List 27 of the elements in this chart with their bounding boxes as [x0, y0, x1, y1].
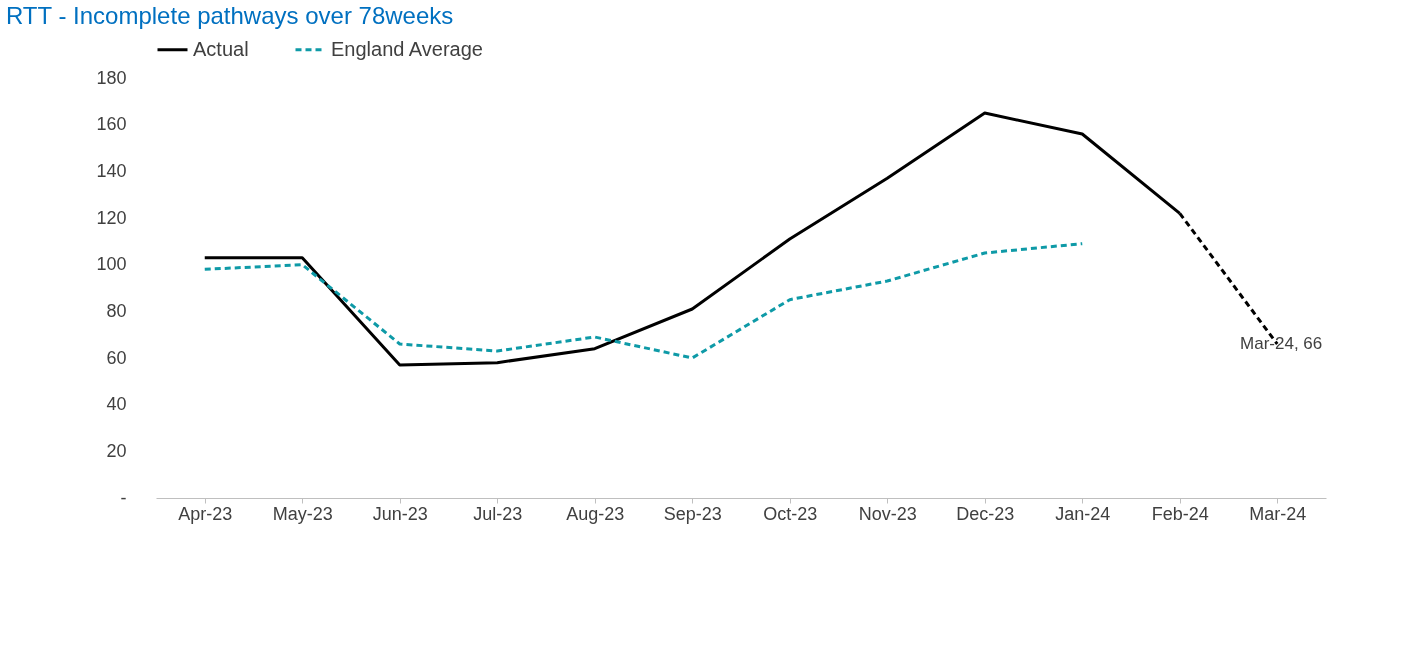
x-tick-label: Jun-23	[372, 503, 428, 524]
annotation: Mar-24, 66	[1240, 334, 1323, 353]
x-tick-label: Mar-24	[1249, 503, 1307, 524]
x-tick-label: May-23	[272, 503, 333, 524]
x-tick-label: Feb-24	[1151, 503, 1209, 524]
x-tick-label: Dec-23	[956, 503, 1015, 524]
x-tick-label: Aug-23	[566, 503, 625, 524]
x-tick-label: Jan-24	[1055, 503, 1111, 524]
y-tick-label: 60	[106, 347, 127, 368]
chart-title: RTT - Incomplete pathways over 78weeks	[5, 2, 454, 29]
y-tick-label: 40	[106, 394, 127, 415]
y-tick-label: 180	[96, 67, 127, 88]
y-tick-label: 160	[96, 114, 127, 135]
line-series	[203, 242, 1084, 360]
y-tick-label: 100	[96, 254, 127, 275]
legend-label: England Average	[331, 37, 483, 60]
y-tick-label: 80	[106, 300, 127, 321]
y-tick-label: 140	[96, 160, 127, 181]
x-tick-label: Apr-23	[178, 503, 233, 524]
y-tick-label: 20	[106, 440, 127, 461]
x-tick-label: Jul-23	[473, 503, 523, 524]
x-tick-label: Nov-23	[858, 503, 917, 524]
legend-label: Actual	[193, 37, 249, 60]
x-tick-label: Oct-23	[763, 503, 818, 524]
y-tick-label: 120	[96, 207, 127, 228]
x-tick-label: Sep-23	[663, 503, 722, 524]
y-tick-label: -	[120, 487, 127, 508]
